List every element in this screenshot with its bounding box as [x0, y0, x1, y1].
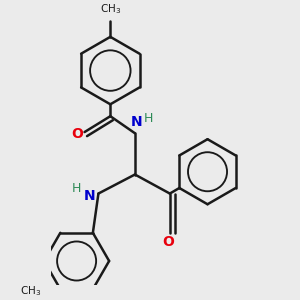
Text: N: N: [84, 188, 95, 203]
Text: H: H: [144, 112, 154, 125]
Text: H: H: [72, 182, 81, 195]
Text: N: N: [131, 115, 143, 129]
Text: O: O: [71, 127, 83, 141]
Text: CH$_3$: CH$_3$: [20, 284, 41, 298]
Text: CH$_3$: CH$_3$: [100, 2, 121, 16]
Text: O: O: [162, 235, 174, 249]
